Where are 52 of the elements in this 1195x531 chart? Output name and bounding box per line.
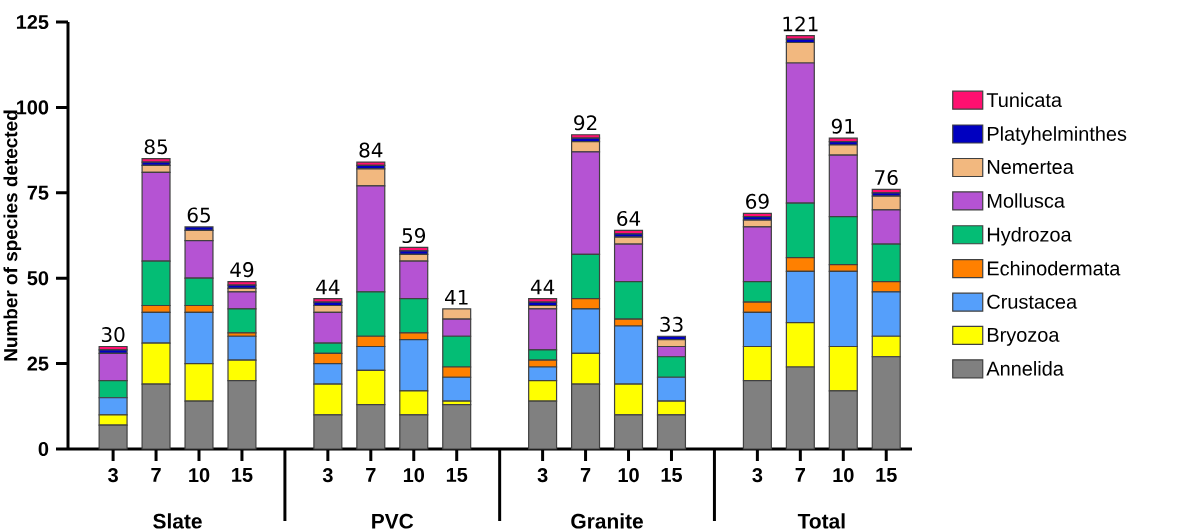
total-label: 33 [660, 316, 683, 332]
x-tick-label: 10 [833, 468, 854, 483]
x-tick-label: 10 [189, 468, 210, 483]
total-label: 69 [746, 193, 769, 209]
total-label: 65 [187, 207, 210, 223]
text: Slate [153, 513, 202, 529]
total-label: 44 [530, 279, 555, 295]
total-label: 64 [617, 210, 641, 226]
x-tick-label: 7 [580, 468, 591, 482]
x-tick-label: 15 [876, 468, 897, 482]
total-label: 92 [574, 115, 597, 131]
y-tick-label: 100 [16, 100, 49, 115]
text: PVC [372, 513, 414, 529]
total-label: 30 [101, 327, 125, 343]
total-label: 44 [316, 279, 340, 295]
x-tick-label: 7 [151, 468, 161, 482]
x-tick-label: 3 [537, 468, 548, 483]
text: Granite [571, 513, 643, 529]
total-label: 84 [359, 142, 383, 158]
x-tick-label: 7 [795, 468, 806, 482]
y-tick-label: 125 [16, 14, 49, 30]
x-tick-label: 3 [108, 468, 118, 483]
legend-label: Bryozoa [987, 327, 1060, 346]
legend-label: Platyhelminthes [987, 126, 1127, 145]
x-tick-label: 15 [446, 468, 468, 482]
legend-label: Crustacea [987, 294, 1078, 309]
x-tick-label: 15 [232, 468, 253, 482]
total-label: 121 [783, 16, 818, 32]
legend-label: Nemertea [987, 160, 1074, 175]
legend-label: Mollusca [987, 193, 1065, 208]
x-tick-label: 3 [322, 468, 333, 483]
legend-label: Hydrozoa [987, 227, 1072, 246]
total-label: 76 [875, 169, 898, 185]
y-tick-label: 0 [38, 441, 49, 457]
total-label: 85 [144, 139, 167, 155]
total-label: 41 [445, 290, 468, 305]
total-label: 59 [402, 227, 426, 244]
total-label: 49 [230, 262, 254, 278]
legend-label: Annelida [986, 361, 1064, 376]
total-label: 91 [831, 118, 855, 134]
x-tick-label: 15 [661, 468, 682, 482]
x-tick-label: 3 [752, 468, 763, 483]
legend-label: Echinodermata [987, 260, 1121, 276]
x-tick-label: 10 [403, 468, 425, 483]
bar [442, 403, 472, 450]
y-tick-label: 75 [27, 185, 49, 200]
y-tick-label: 25 [27, 356, 49, 371]
y-tick-label: 50 [27, 271, 49, 286]
legend-label: Tunicata [986, 92, 1063, 108]
text: Total [797, 513, 845, 529]
x-tick-label: 7 [366, 468, 376, 482]
x-tick-label: 10 [618, 468, 639, 483]
